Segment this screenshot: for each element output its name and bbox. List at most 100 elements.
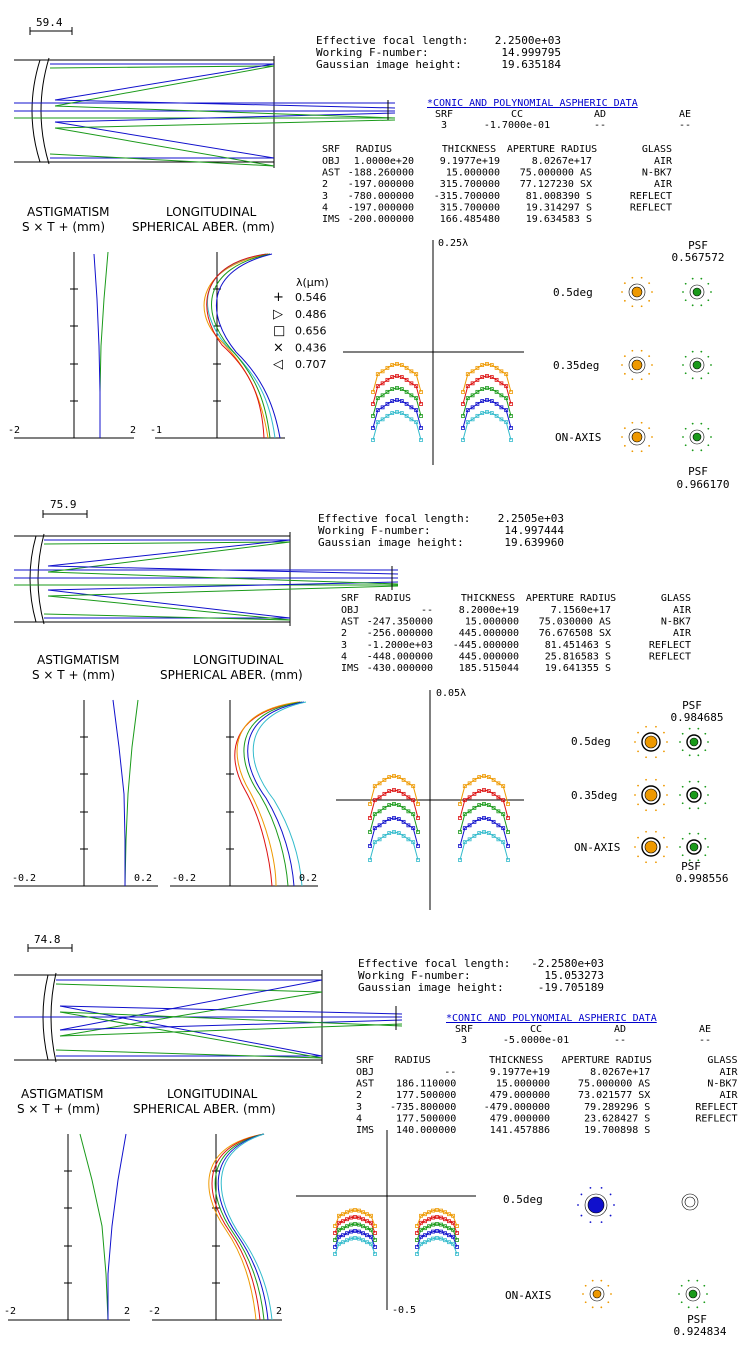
asphere-cell: -1.7000e-01 [484, 120, 550, 131]
fan-marker [333, 1231, 337, 1235]
table-cell: 77.127230 SX [520, 179, 592, 190]
fan-marker [357, 1215, 361, 1220]
psf-dot [681, 837, 684, 840]
psf-panel: PSF 0.984685 0.5deg 0.35deg ON-AXIS PSF … [571, 699, 728, 885]
fan-marker [494, 401, 499, 406]
psf-ring [686, 839, 702, 855]
psf-dot [623, 444, 626, 447]
fan-marker [345, 1217, 349, 1222]
fan-marker [387, 789, 392, 793]
astig-subtitle: S × T + (mm) [22, 220, 105, 234]
fan-marker [371, 426, 375, 430]
fan-marker [353, 1236, 357, 1240]
fan-marker [337, 1234, 341, 1239]
fan-marker [509, 402, 513, 406]
field-label: 0.5deg [503, 1193, 543, 1206]
asphere-title-link[interactable]: *CONIC AND POLYNOMIAL ASPHERIC DATA [427, 98, 638, 109]
psf-dot [613, 1204, 615, 1206]
fan-marker [470, 417, 475, 422]
fan-marker [337, 1220, 341, 1225]
table-cell: 479.000000 [490, 1113, 550, 1124]
table-cell: 15.000000 [446, 168, 500, 179]
psf-ring [584, 1193, 608, 1217]
fan-marker [380, 417, 385, 422]
fan-curve [372, 399, 422, 429]
psf-dot [676, 1209, 679, 1212]
fan-marker [501, 812, 506, 817]
table-cell: AIR [673, 628, 692, 639]
fan-marker [395, 410, 399, 414]
fan-marker [404, 389, 409, 394]
fan-marker [375, 372, 380, 377]
table-cell: 19.314297 S [526, 202, 592, 213]
fan-marker [357, 1229, 361, 1234]
fan-marker [349, 1222, 353, 1227]
asphere-title-link[interactable]: *CONIC AND POLYNOMIAL ASPHERIC DATA [446, 1013, 657, 1024]
fan-marker [357, 1208, 361, 1213]
psf-dot [681, 802, 684, 805]
fan-marker [491, 833, 496, 838]
fan-marker [461, 438, 465, 442]
fan-marker [458, 802, 462, 806]
fan-marker [387, 831, 392, 835]
image-height-label: Gaussian image height: [358, 981, 504, 994]
fan-marker [373, 1231, 377, 1235]
psf-dot [704, 749, 707, 752]
astig-tick-max: 0.2 [134, 873, 152, 884]
table-cell: -197.000000 [348, 202, 414, 213]
prescription-table: SRF RADIUS THICKNESS APERTURE RADIUS GLASS OB… [322, 144, 673, 225]
psf-dot [640, 378, 643, 381]
fan-marker [447, 1212, 451, 1217]
fan-marker [423, 1233, 427, 1238]
table-cell: 3 [356, 1102, 362, 1113]
fan-marker [390, 375, 395, 379]
fan-marker [416, 858, 420, 862]
table-cell: 177.500000 [396, 1090, 456, 1101]
fan-marker [496, 823, 501, 828]
fan-marker [419, 402, 423, 406]
psf-dot [688, 859, 691, 862]
lens-layout [14, 532, 399, 626]
table-header: GLASS [661, 593, 691, 604]
legend-label: 0.546 [295, 291, 327, 304]
psf-dot [600, 1306, 603, 1309]
fan-marker [477, 775, 482, 779]
fan-marker [494, 389, 499, 394]
table-cell: REFLECT [630, 202, 672, 213]
psf-dot [655, 778, 657, 781]
fan-marker [390, 411, 395, 415]
fan-marker [401, 777, 406, 782]
table-cell: 25.816583 S [545, 651, 611, 662]
fan-marker [392, 802, 396, 806]
fan-marker [382, 777, 387, 782]
asphere-data: *CONIC AND POLYNOMIAL ASPHERIC DATA SRF … [446, 1013, 711, 1046]
fan-marker [372, 798, 377, 803]
fan-marker [455, 1238, 459, 1242]
table-cell: IMS [356, 1125, 374, 1136]
psf-dot [707, 794, 709, 796]
psf-spot [631, 359, 643, 371]
table-cell: 15.000000 [465, 617, 519, 628]
asphere-cell: -5.0000e-01 [503, 1035, 569, 1046]
psf-dot [700, 277, 703, 280]
fnum-value: 14.999795 [501, 46, 561, 59]
fan-marker [443, 1210, 447, 1215]
psf-dot [663, 784, 665, 787]
fan-marker [462, 798, 467, 803]
fan-marker [439, 1222, 443, 1227]
psf-label: PSF [681, 860, 701, 873]
plot-titles: ASTIGMATISM S × T + (mm) LONGITUDINAL SP… [22, 205, 275, 234]
fan-marker [372, 812, 377, 817]
fan-marker [470, 369, 475, 374]
fan-marker [472, 791, 477, 796]
fan-marker [439, 1208, 443, 1213]
psf-spot [644, 788, 658, 802]
fan-marker [409, 381, 414, 386]
asphere-cell: -- [699, 1035, 711, 1046]
summary: Effective focal length: 2.2500e+03 Worki… [316, 34, 561, 71]
scale-label: 59.4 [36, 16, 63, 29]
scale-label: 74.8 [34, 933, 61, 946]
psf-dot [621, 291, 623, 293]
psf-value: 0.984685 [671, 711, 724, 724]
